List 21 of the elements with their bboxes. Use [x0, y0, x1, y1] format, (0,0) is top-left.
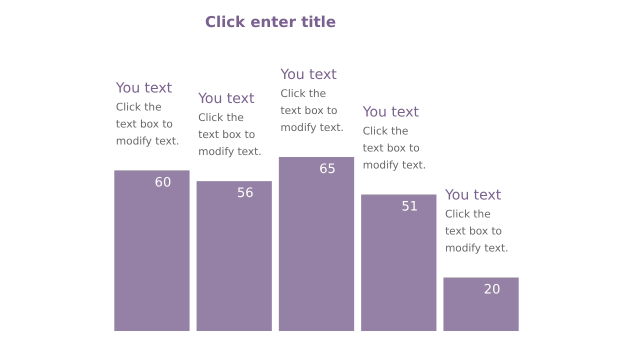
data-label: 51 [402, 199, 418, 214]
data-label: 56 [236, 186, 254, 202]
bar [361, 194, 436, 331]
annotation: Click the text box to modify text. [445, 208, 508, 254]
bar [196, 181, 272, 331]
annotation: You text [444, 187, 502, 204]
chart-title: Click enter title [205, 13, 336, 31]
annotation: Click the text box to modify text. [198, 112, 262, 158]
text: You text [280, 67, 338, 83]
text: You text [362, 104, 420, 120]
text: Click the text box to modify text. [280, 88, 344, 134]
annotation: Click the text box to modify text. [362, 125, 426, 172]
bar [443, 277, 519, 331]
data-label: 60 [154, 175, 172, 190]
data-label: 20 [484, 282, 500, 298]
text: Click the text box to modify text. [116, 101, 180, 148]
text: You text [114, 80, 173, 96]
text: You text [197, 91, 255, 108]
bar [114, 170, 190, 331]
data-label: 65 [319, 162, 336, 177]
bar [278, 157, 354, 331]
